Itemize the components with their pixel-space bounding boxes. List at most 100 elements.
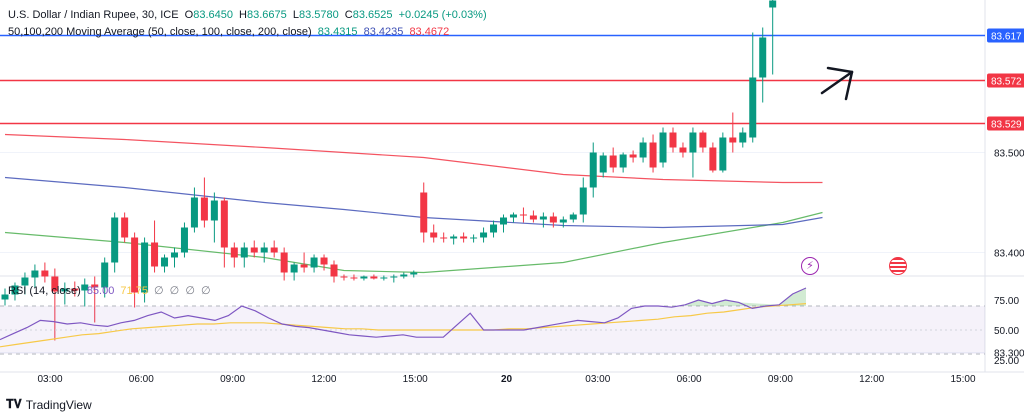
open-label: O	[184, 9, 194, 21]
candle-body-0	[1, 294, 9, 300]
high-label: H	[239, 9, 247, 21]
candle-body-1	[11, 285, 19, 295]
rsi-extra-4: ∅	[200, 285, 211, 297]
candle-body-30	[300, 264, 308, 268]
candle-body-77	[769, 0, 777, 8]
time-tick-label-1: 06:00	[129, 374, 154, 385]
rsi-tick-label-0: 75.00	[994, 296, 1019, 307]
ma-title: 50,100,200 Moving Average (50, close, 10…	[8, 26, 312, 38]
candle-body-46	[460, 236, 468, 239]
time-tick-label-8: 09:00	[768, 374, 793, 385]
level-tag-4	[987, 116, 1024, 131]
candle-body-73	[729, 137, 737, 143]
candle-body-7	[71, 288, 79, 291]
open-value: 83.6450	[193, 9, 233, 21]
ma100-value: 83.4235	[363, 26, 404, 38]
candle-body-37	[370, 276, 378, 279]
rsi-legend[interactable]: RSI (14, close) 85.00 71.75 ∅ ∅ ∅ ∅	[8, 284, 214, 298]
candle-body-13	[131, 237, 139, 293]
rsi-pane: 75.00 50.00 25.00	[0, 287, 1019, 367]
rsi-extra-3: ∅	[185, 285, 195, 297]
candle-body-19	[190, 197, 198, 228]
candle-body-70	[699, 132, 707, 148]
candle-body-45	[450, 236, 458, 239]
time-tick-label-9: 12:00	[859, 374, 884, 385]
candle-body-54	[539, 216, 547, 220]
candle-body-4	[41, 270, 49, 277]
candle-body-50	[500, 217, 507, 225]
candle-body-10	[101, 262, 109, 288]
candle-body-39	[390, 276, 398, 278]
time-tick-label-10: 15:00	[950, 374, 975, 385]
candle-body-25	[250, 247, 258, 253]
candle-body-20	[200, 197, 208, 221]
candle-body-6	[61, 288, 69, 292]
candle-body-67	[669, 132, 677, 148]
candle-body-72	[719, 137, 727, 171]
time-axis: 03:00 06:00 09:00 12:00 15:00 20 03:00 06:00 09:…	[0, 371, 1024, 385]
candle-body-28	[280, 252, 288, 273]
us-flag-icon[interactable]	[889, 257, 907, 275]
candle-body-74	[739, 132, 747, 143]
rsi-ma-value: 71.75	[120, 285, 148, 297]
symbol-title: U.S. Dollar / Indian Rupee, 30, ICE	[8, 9, 179, 21]
candle-body-59	[589, 152, 597, 188]
candle-body-62	[619, 154, 627, 168]
time-tick-label-6: 03:00	[585, 374, 610, 385]
level-label-4: 83.529	[991, 120, 1022, 131]
candle-body-14	[141, 242, 149, 293]
level-tag-3	[987, 73, 1024, 88]
candle-body-47	[470, 237, 478, 239]
price-tick-label-0: 83.300	[994, 349, 1024, 360]
candle-body-57	[569, 214, 577, 220]
candle-body-11	[111, 217, 119, 263]
tradingview-brand[interactable]: 𝐓𝐕 TradingView	[6, 397, 92, 412]
low-value: 83.5780	[298, 9, 339, 21]
change-value: +0.0245 (+0.03%)	[398, 9, 487, 21]
ma-line-0	[4, 211, 823, 274]
brand-name: TradingView	[25, 397, 92, 412]
candle-body-38	[380, 277, 388, 279]
candle-body-29	[290, 264, 298, 273]
candle-body-43	[430, 232, 438, 238]
ma-line-2	[4, 133, 823, 184]
high-value: 83.6675	[247, 9, 287, 21]
tradingview-logo-icon: 𝐓𝐕	[6, 397, 22, 411]
candle-body-15	[151, 242, 159, 267]
rsi-line	[0, 287, 807, 341]
rsi-overbought-fill	[685, 288, 806, 306]
candle-body-75	[749, 77, 757, 138]
candle-body-63	[629, 154, 637, 158]
price-tick-label-2: 83.500	[994, 149, 1024, 160]
candle-body-65	[649, 142, 657, 168]
candle-body-34	[340, 276, 348, 278]
rsi-value: 85.00	[86, 285, 115, 297]
candle-body-3	[31, 270, 39, 278]
time-tick-label-0: 03:00	[37, 374, 62, 385]
candle-body-23	[230, 247, 238, 258]
time-tick-label-2: 09:00	[220, 374, 245, 385]
symbol-legend[interactable]: U.S. Dollar / Indian Rupee, 30, ICE O83.…	[8, 8, 490, 22]
candle-body-56	[559, 219, 567, 223]
candle-body-12	[121, 217, 129, 238]
candle-body-8	[81, 284, 89, 291]
candlesticks	[1, 0, 777, 341]
time-tick-label-5: 20	[501, 374, 513, 385]
candle-body-26	[260, 247, 268, 253]
candle-body-9	[91, 284, 99, 288]
candle-body-66	[659, 132, 667, 163]
moving-average-legend[interactable]: 50,100,200 Moving Average (50, close, 10…	[8, 25, 452, 39]
candle-body-17	[170, 252, 178, 258]
candle-body-49	[490, 224, 498, 233]
candle-body-55	[549, 216, 557, 223]
candle-body-44	[440, 237, 448, 239]
trend-arrow-drawing[interactable]	[820, 66, 854, 101]
rsi-tick-label-2: 25.00	[994, 356, 1019, 367]
candle-body-69	[689, 132, 697, 153]
candle-body-40	[400, 274, 408, 277]
time-tick-label-3: 12:00	[311, 374, 336, 385]
candle-body-16	[161, 257, 169, 267]
lightning-icon[interactable]: ⚡	[801, 257, 819, 275]
